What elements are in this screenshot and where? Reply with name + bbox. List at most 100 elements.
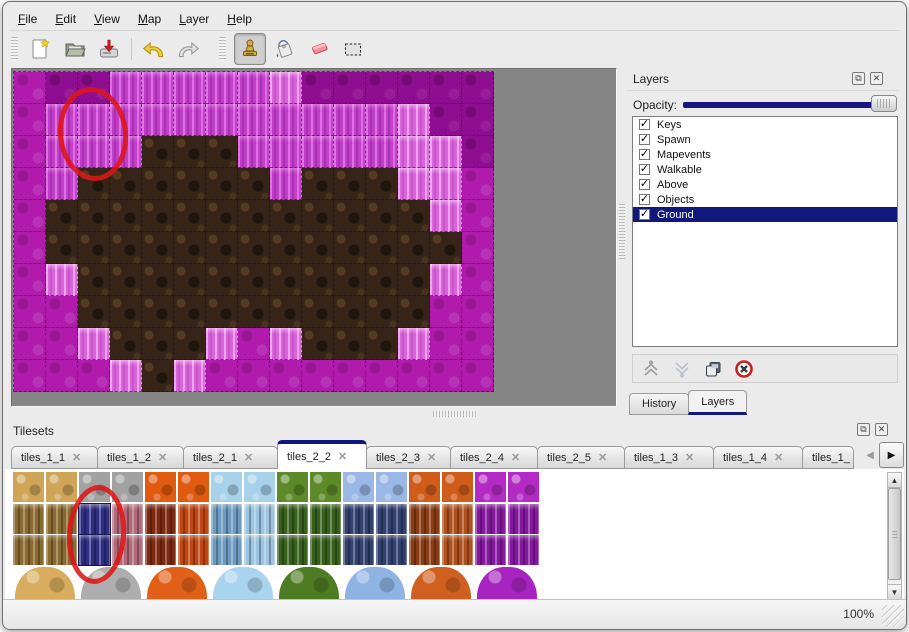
layer-row-above[interactable]: ✓ Above <box>633 177 897 192</box>
map-tile[interactable] <box>78 72 110 104</box>
map-tile[interactable] <box>398 168 430 200</box>
tileset-tile-stone-surface[interactable] <box>112 472 143 502</box>
map-tile[interactable] <box>302 328 334 360</box>
map-tile[interactable] <box>174 360 206 392</box>
redo-button[interactable] <box>173 34 203 64</box>
tileset-tile-fire-bark[interactable] <box>145 535 176 565</box>
tileset-tile-stone-bark-selected[interactable] <box>78 534 111 566</box>
map-canvas[interactable] <box>11 68 617 407</box>
map-tile[interactable] <box>398 136 430 168</box>
tab-close-icon[interactable]: ✕ <box>72 452 82 464</box>
tileset-tile-ice-surface[interactable] <box>244 472 275 502</box>
map-tile[interactable] <box>238 200 270 232</box>
tileset-tile-cell-bark[interactable] <box>508 535 539 565</box>
layer-visibility-checkbox[interactable]: ✓ <box>639 163 650 175</box>
map-tile[interactable] <box>46 136 78 168</box>
map-tile[interactable] <box>110 232 142 264</box>
map-tile[interactable] <box>462 232 494 264</box>
map-tile[interactable] <box>46 168 78 200</box>
map-tile[interactable] <box>366 296 398 328</box>
save-file-button[interactable] <box>94 34 124 64</box>
map-tile[interactable] <box>430 360 462 392</box>
tab-close-icon[interactable]: ✕ <box>511 452 521 464</box>
map-tile[interactable] <box>142 296 174 328</box>
map-tile[interactable] <box>398 296 430 328</box>
map-tile[interactable] <box>270 200 302 232</box>
map-tile[interactable] <box>238 296 270 328</box>
tileset-tile-fire-surface[interactable] <box>178 472 209 502</box>
map-tile[interactable] <box>14 264 46 296</box>
tileset-tile-pebble-bark[interactable] <box>442 535 473 565</box>
tab-close-icon[interactable]: ✕ <box>598 452 608 464</box>
tileset-tile-stone-surface[interactable] <box>79 472 110 502</box>
map-tile[interactable] <box>46 200 78 232</box>
map-tile[interactable] <box>398 328 430 360</box>
tileset-tile-stone-bark-selected[interactable] <box>78 503 111 535</box>
map-tile[interactable] <box>462 328 494 360</box>
menu-edit[interactable]: Edit <box>55 11 77 26</box>
tileset-tile-pebble-bark[interactable] <box>409 504 440 534</box>
undo-button[interactable] <box>139 34 169 64</box>
layer-visibility-checkbox[interactable]: ✓ <box>639 178 650 190</box>
map-tile[interactable] <box>14 232 46 264</box>
tab-close-icon[interactable]: ✕ <box>774 452 784 464</box>
tileset-tile-cell-surface[interactable] <box>475 472 506 502</box>
map-tile[interactable] <box>270 232 302 264</box>
map-tile[interactable] <box>302 72 334 104</box>
tileset-tile-fire-bark[interactable] <box>178 504 209 534</box>
tileset-tile-crystal-surface[interactable] <box>343 472 374 502</box>
tileset-blob-ice[interactable] <box>213 567 273 600</box>
map-tile[interactable] <box>174 200 206 232</box>
tileset-tile-cell-bark[interactable] <box>475 504 506 534</box>
map-tile[interactable] <box>206 200 238 232</box>
tileset-tile-stone-bark[interactable] <box>112 535 143 565</box>
map-tile[interactable] <box>142 136 174 168</box>
map-tile[interactable] <box>110 104 142 136</box>
fill-tool-button[interactable] <box>270 34 300 64</box>
tileset-tile-crystal-bark[interactable] <box>376 535 407 565</box>
tileset-tab-tiles_2_2[interactable]: tiles_2_2 ✕ <box>277 440 367 469</box>
tab-scroll-right-icon[interactable]: ▶ <box>879 442 904 468</box>
map-tile[interactable] <box>142 200 174 232</box>
close-tilesets-icon[interactable]: ✕ <box>875 423 888 436</box>
float-tilesets-icon[interactable]: ⧉ <box>857 423 870 436</box>
map-tile[interactable] <box>334 232 366 264</box>
map-tile[interactable] <box>334 72 366 104</box>
tileset-tile-vine-bark[interactable] <box>277 535 308 565</box>
map-tile[interactable] <box>142 360 174 392</box>
tileset-tab-tiles_1_4[interactable]: tiles_1_4 ✕ <box>713 446 803 469</box>
layer-row-mapevents[interactable]: ✓ Mapevents <box>633 147 897 162</box>
map-tile[interactable] <box>398 104 430 136</box>
map-tile[interactable] <box>334 104 366 136</box>
tileset-tile-vine-surface[interactable] <box>277 472 308 502</box>
toolbar-grip[interactable] <box>11 36 18 61</box>
map-tile[interactable] <box>366 72 398 104</box>
layer-row-ground[interactable]: ✓ Ground <box>633 207 897 222</box>
map-tile[interactable] <box>334 296 366 328</box>
map-tile[interactable] <box>334 168 366 200</box>
map-tile[interactable] <box>78 264 110 296</box>
layer-row-spawn[interactable]: ✓ Spawn <box>633 132 897 147</box>
select-tool-button[interactable] <box>338 34 368 64</box>
map-tile[interactable] <box>366 136 398 168</box>
tab-close-icon[interactable]: ✕ <box>427 452 437 464</box>
map-tile[interactable] <box>334 328 366 360</box>
map-tile[interactable] <box>206 168 238 200</box>
map-tile[interactable] <box>110 328 142 360</box>
map-tile[interactable] <box>142 264 174 296</box>
map-tile[interactable] <box>270 168 302 200</box>
horizontal-splitter-grip[interactable] <box>433 411 477 417</box>
tileset-tile-sand-bark[interactable] <box>46 504 77 534</box>
map-tile[interactable] <box>430 72 462 104</box>
tileset-tile-fire-surface[interactable] <box>145 472 176 502</box>
map-tile[interactable] <box>14 136 46 168</box>
map-tile[interactable] <box>366 264 398 296</box>
opacity-slider-handle[interactable] <box>871 95 897 112</box>
tileset-tile-cell-bark[interactable] <box>508 504 539 534</box>
map-tile[interactable] <box>270 296 302 328</box>
tileset-tile-sand-bark[interactable] <box>13 504 44 534</box>
layer-visibility-checkbox[interactable]: ✓ <box>639 193 650 205</box>
tileset-tab-tiles_2_1[interactable]: tiles_2_1 ✕ <box>183 446 278 469</box>
map-tile[interactable] <box>206 360 238 392</box>
layer-row-objects[interactable]: ✓ Objects <box>633 192 897 207</box>
